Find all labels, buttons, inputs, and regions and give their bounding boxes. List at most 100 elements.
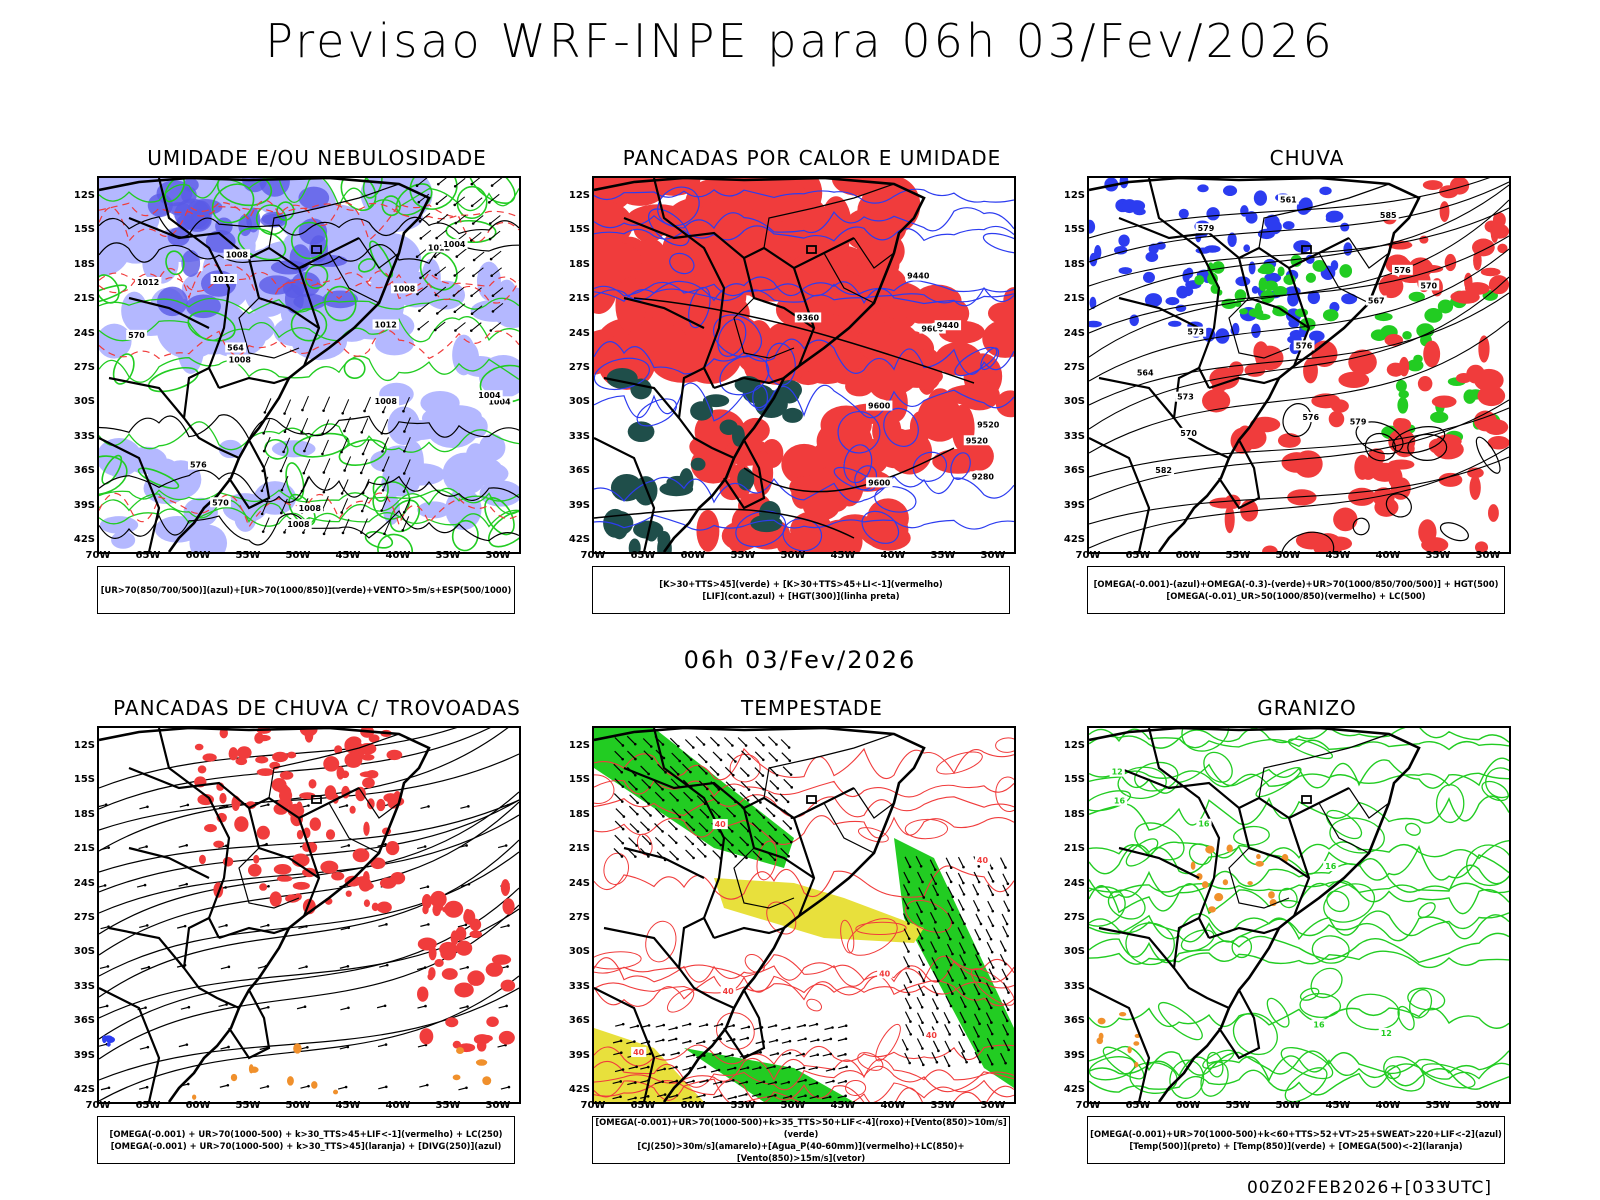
contour-label: 579: [1195, 223, 1217, 234]
legend-box: [OMEGA(-0.001)+UR>70(1000-500)+k<60+TTS>…: [1087, 1116, 1505, 1164]
svg-text:9600: 9600: [868, 478, 891, 487]
legend-box: [OMEGA(-0.001)-(azul)+OMEGA(-0.3)-(verde…: [1087, 566, 1505, 614]
lon-label: 50W: [780, 1100, 806, 1111]
lat-label: 12S: [73, 740, 95, 751]
lat-label: 39S: [568, 499, 590, 511]
contour-label: 9280: [969, 471, 997, 482]
contour-label: 16: [1311, 1019, 1327, 1030]
lon-label: 70W: [1075, 1100, 1101, 1111]
contour-label: 582: [1153, 464, 1175, 475]
contour-label: 570: [1418, 280, 1440, 291]
lat-label: 24S: [1063, 877, 1085, 889]
lon-label: 50W: [780, 550, 806, 561]
svg-text:1012: 1012: [213, 275, 235, 284]
lon-label: 45W: [830, 1100, 856, 1111]
lat-label: 15S: [1063, 774, 1085, 786]
lon-label: 50W: [1275, 1100, 1301, 1111]
lat-label: 24S: [568, 877, 590, 889]
contour-label: 1008: [226, 354, 254, 365]
svg-text:564: 564: [227, 343, 244, 352]
lat-label: 30S: [568, 946, 590, 958]
panel-title: TEMPESTADE: [741, 696, 883, 720]
lon-label: 55W: [1225, 550, 1251, 561]
legend-line: [OMEGA(-0.001)+UR>70(1000-500)+k>35_TTS>…: [595, 1117, 1007, 1139]
contour-label: 40: [974, 855, 991, 866]
svg-text:40: 40: [977, 856, 989, 865]
contour-label: 564: [225, 342, 246, 353]
legend-box: [UR>70(850/700/500)](azul)+[UR>70(1000/8…: [97, 566, 515, 614]
lat-label: 18S: [1063, 808, 1085, 820]
svg-text:570: 570: [212, 498, 229, 507]
legend-box: [OMEGA(-0.001)+UR>70(1000-500)+k>35_TTS>…: [592, 1116, 1010, 1164]
legend-line: [OMEGA(-0.001)+UR>70(1000-500)+k<60+TTS>…: [1090, 1129, 1502, 1139]
svg-text:567: 567: [1368, 297, 1385, 306]
contour-label: 1008: [223, 249, 251, 260]
contour-label: 1008: [285, 519, 312, 530]
svg-text:582: 582: [1155, 466, 1172, 475]
svg-text:9440: 9440: [937, 321, 960, 330]
svg-text:16: 16: [1313, 1020, 1325, 1029]
svg-text:9600: 9600: [921, 325, 944, 334]
map-canvas: [99, 728, 519, 1102]
lon-label: 60W: [680, 550, 706, 561]
lon-label: 70W: [580, 1100, 606, 1111]
svg-text:40: 40: [926, 1031, 938, 1040]
lon-label: 65W: [135, 1100, 161, 1111]
svg-text:16: 16: [1114, 797, 1126, 806]
contour-label: 570: [126, 329, 147, 340]
lon-label: 40W: [880, 550, 906, 561]
svg-text:576: 576: [190, 461, 207, 470]
lon-label: 30W: [1475, 1100, 1501, 1111]
lat-label: 36S: [1063, 1015, 1085, 1027]
svg-text:1012: 1012: [137, 278, 159, 287]
legend-line: [UR>70(850/700/500)](azul)+[UR>70(1000/8…: [100, 585, 512, 595]
lon-label: 35W: [435, 1100, 461, 1111]
contour-label: 1004: [476, 390, 503, 401]
svg-text:40: 40: [879, 969, 891, 978]
lat-label: 15S: [568, 774, 590, 786]
lon-label: 30W: [485, 1100, 511, 1111]
svg-text:573: 573: [1177, 393, 1194, 402]
lat-label: 36S: [568, 1015, 590, 1027]
contour-label: 40: [631, 1047, 647, 1058]
lat-label: 24S: [73, 327, 95, 339]
lat-label: 12S: [73, 190, 95, 201]
lat-label: 18S: [1063, 258, 1085, 270]
contour-label: 1008: [372, 396, 400, 407]
lat-label: 42S: [568, 534, 590, 545]
contour-label: 9440: [934, 320, 962, 331]
contour-label: 9440: [905, 270, 932, 281]
contour-label: 576: [1293, 340, 1315, 351]
lon-label: 60W: [185, 550, 211, 561]
contour-label: 1012: [210, 273, 237, 284]
legend-line: [OMEGA(-0.01)_UR>50(1000/850)(vermelho) …: [1166, 591, 1426, 601]
svg-text:9360: 9360: [797, 313, 820, 322]
svg-text:1008: 1008: [226, 250, 249, 259]
contour-label: 16: [1111, 795, 1128, 806]
contour-label: 40: [877, 968, 893, 979]
contour-label: 1008: [296, 503, 324, 514]
lon-label: 65W: [1125, 1100, 1151, 1111]
contour-label: 12: [1109, 766, 1125, 777]
contour-label: 12: [1378, 1027, 1394, 1038]
lon-label: 35W: [930, 1100, 956, 1111]
lat-label: 42S: [73, 534, 95, 545]
lon-label: 70W: [85, 1100, 111, 1111]
panel-title: UMIDADE E/OU NEBULOSIDADE: [147, 146, 487, 170]
lat-label: 36S: [1063, 465, 1085, 477]
contour-label: 564: [1134, 367, 1156, 378]
map-tempestade: 40 40 40 40 40 40: [592, 726, 1016, 1104]
svg-text:561: 561: [1280, 195, 1297, 204]
legend-line: [CJ(250)>30m/s](amarelo)+[Agua_P(40-60mm…: [637, 1141, 965, 1163]
lat-label: 15S: [73, 224, 95, 236]
lat-label: 21S: [568, 293, 590, 305]
lon-label: 65W: [135, 550, 161, 561]
contour-label: 576: [1392, 264, 1413, 275]
lon-label: 45W: [335, 1100, 361, 1111]
lat-label: 42S: [1063, 1084, 1085, 1095]
lat-label: 39S: [73, 499, 95, 511]
lat-label: 39S: [1063, 1049, 1085, 1061]
svg-text:9600: 9600: [868, 402, 891, 411]
lat-label: 27S: [1063, 912, 1085, 923]
lon-label: 35W: [930, 550, 956, 561]
